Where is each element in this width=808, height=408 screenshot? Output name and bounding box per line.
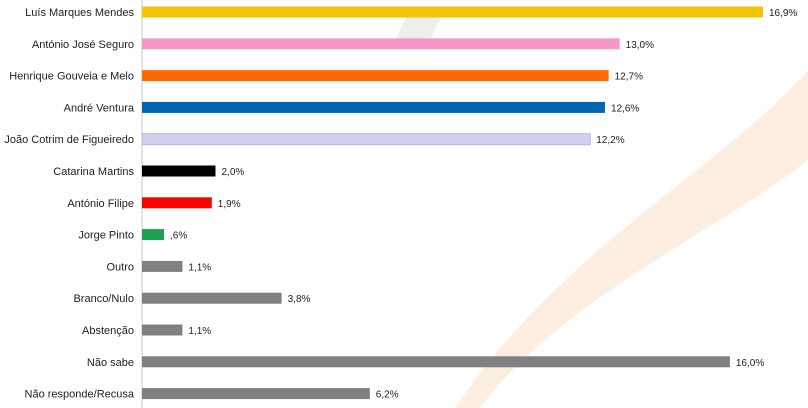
bar-joao-cotrim-de-figueiredo [141,133,591,146]
bar-antonio-jose-seguro [142,38,620,50]
bar-abstencao [142,324,183,336]
category-label-andre-ventura: André Ventura [64,102,135,114]
bar-outro [142,260,183,272]
bar-antonio-filipe [142,197,212,209]
value-label-catarina-martins: 2,0% [221,167,244,178]
bar-andre-ventura [142,101,605,113]
category-label-jorge-pinto: Jorge Pinto [78,230,134,242]
value-label-jorge-pinto: ,6% [170,231,187,242]
category-label-catarina-martins: Catarina Martins [53,166,134,178]
value-label-abstencao: 1,1% [188,326,211,337]
value-label-outro: 1,1% [188,262,211,273]
value-label-andre-ventura: 12,6% [611,103,639,114]
category-label-joao-cotrim-de-figueiredo: João Cotrim de Figueiredo [4,134,134,146]
background-swoosh [395,10,808,408]
bar-branco-nulo [142,292,282,304]
bar-henrique-gouveia-e-melo [142,70,609,82]
category-label-nao-sabe: Não sabe [87,357,134,369]
category-label-nao-responde-recusa: Não responde/Recusa [25,389,135,401]
bar-jorge-pinto [142,229,165,241]
value-label-joao-cotrim-de-figueiredo: 12,2% [596,135,624,146]
value-label-branco-nulo: 3,8% [288,294,311,305]
value-label-henrique-gouveia-e-melo: 12,7% [615,72,643,83]
category-label-branco-nulo: Branco/Nulo [73,293,134,305]
category-label-antonio-jose-seguro: António José Seguro [32,39,134,51]
category-label-antonio-filipe: António Filipe [67,198,134,210]
bar-catarina-martins [142,165,216,177]
value-label-luis-marques-mendes: 16,9% [769,8,797,19]
category-label-outro: Outro [106,261,134,273]
bar-nao-responde-recusa [142,388,370,400]
value-label-antonio-filipe: 1,9% [218,199,241,210]
category-label-henrique-gouveia-e-melo: Henrique Gouveia e Melo [9,71,134,83]
category-label-luis-marques-mendes: Luís Marques Mendes [25,7,134,19]
category-label-abstencao: Abstenção [82,325,134,337]
bar-luis-marques-mendes [142,6,763,18]
value-label-antonio-jose-seguro: 13,0% [626,40,654,51]
value-label-nao-responde-recusa: 6,2% [376,390,399,401]
bar-nao-sabe [142,356,730,368]
value-label-nao-sabe: 16,0% [736,358,764,369]
